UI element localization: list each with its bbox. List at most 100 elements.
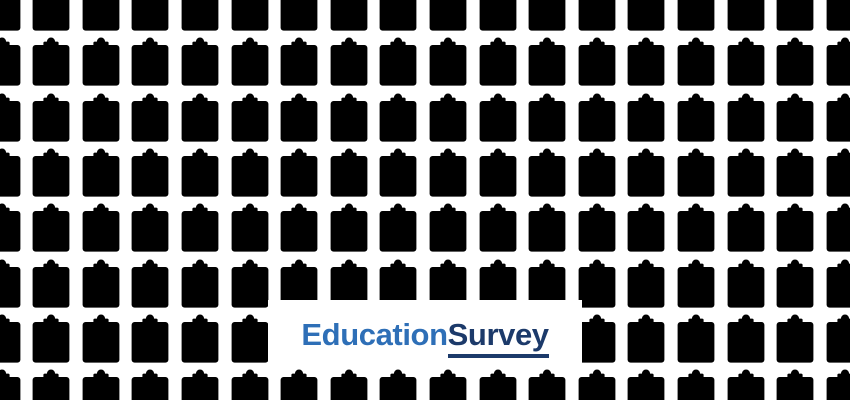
clipboard-icon bbox=[626, 314, 666, 364]
clipboard-icon bbox=[180, 37, 220, 87]
clipboard-icon bbox=[478, 93, 518, 143]
clipboard-icon bbox=[478, 369, 518, 400]
clipboard-icon bbox=[81, 203, 121, 253]
clipboard-icon bbox=[180, 0, 220, 32]
clipboard-icon bbox=[726, 369, 766, 400]
clipboard-icon bbox=[527, 93, 567, 143]
clipboard-icon bbox=[230, 37, 270, 87]
clipboard-icon bbox=[676, 93, 716, 143]
clipboard-icon bbox=[676, 259, 716, 309]
clipboard-icon bbox=[130, 314, 170, 364]
clipboard-icon bbox=[726, 314, 766, 364]
clipboard-icon bbox=[0, 93, 22, 143]
clipboard-icon bbox=[527, 0, 567, 32]
clipboard-icon bbox=[626, 0, 666, 32]
clipboard-icon bbox=[31, 148, 71, 198]
clipboard-icon bbox=[329, 203, 369, 253]
clipboard-icon bbox=[825, 148, 850, 198]
clipboard-icon bbox=[279, 369, 319, 400]
clipboard-icon bbox=[428, 93, 468, 143]
clipboard-icon bbox=[31, 369, 71, 400]
clipboard-icon bbox=[527, 37, 567, 87]
clipboard-icon bbox=[775, 0, 815, 32]
clipboard-icon bbox=[577, 314, 617, 364]
clipboard-icon bbox=[726, 203, 766, 253]
clipboard-icon bbox=[676, 369, 716, 400]
clipboard-icon bbox=[775, 148, 815, 198]
clipboard-icon bbox=[428, 37, 468, 87]
clipboard-icon bbox=[577, 148, 617, 198]
clipboard-icon bbox=[378, 0, 418, 32]
clipboard-icon bbox=[81, 369, 121, 400]
clipboard-icon bbox=[676, 148, 716, 198]
clipboard-icon bbox=[130, 37, 170, 87]
logo-educationsurvey: EducationSurvey bbox=[301, 317, 549, 358]
clipboard-icon bbox=[825, 0, 850, 32]
clipboard-icon bbox=[676, 0, 716, 32]
clipboard-icon bbox=[726, 37, 766, 87]
clipboard-icon bbox=[81, 93, 121, 143]
clipboard-icon bbox=[329, 37, 369, 87]
clipboard-icon bbox=[676, 37, 716, 87]
clipboard-icon bbox=[329, 93, 369, 143]
clipboard-icon bbox=[279, 93, 319, 143]
clipboard-icon bbox=[180, 93, 220, 143]
clipboard-icon bbox=[577, 93, 617, 143]
clipboard-icon bbox=[230, 148, 270, 198]
clipboard-icon bbox=[180, 259, 220, 309]
clipboard-icon bbox=[577, 259, 617, 309]
clipboard-icon bbox=[478, 148, 518, 198]
clipboard-icon bbox=[378, 37, 418, 87]
clipboard-icon bbox=[130, 93, 170, 143]
clipboard-icon bbox=[0, 369, 22, 400]
clipboard-icon bbox=[726, 148, 766, 198]
clipboard-icon bbox=[726, 259, 766, 309]
clipboard-icon bbox=[626, 93, 666, 143]
clipboard-icon bbox=[180, 369, 220, 400]
clipboard-icon bbox=[577, 37, 617, 87]
clipboard-icon bbox=[0, 148, 22, 198]
clipboard-icon bbox=[31, 203, 71, 253]
clipboard-icon bbox=[180, 148, 220, 198]
clipboard-icon bbox=[230, 0, 270, 32]
clipboard-icon bbox=[230, 259, 270, 309]
clipboard-icon bbox=[825, 203, 850, 253]
clipboard-icon bbox=[825, 93, 850, 143]
clipboard-icon bbox=[81, 259, 121, 309]
clipboard-icon bbox=[478, 0, 518, 32]
clipboard-icon bbox=[0, 203, 22, 253]
clipboard-icon bbox=[626, 369, 666, 400]
clipboard-icon bbox=[81, 0, 121, 32]
clipboard-icon bbox=[230, 93, 270, 143]
clipboard-icon bbox=[428, 369, 468, 400]
clipboard-icon bbox=[775, 314, 815, 364]
clipboard-icon bbox=[577, 203, 617, 253]
clipboard-icon bbox=[130, 369, 170, 400]
clipboard-icon bbox=[81, 148, 121, 198]
clipboard-icon bbox=[378, 93, 418, 143]
clipboard-icon bbox=[676, 203, 716, 253]
clipboard-icon bbox=[527, 148, 567, 198]
clipboard-icon bbox=[180, 203, 220, 253]
clipboard-icon bbox=[81, 314, 121, 364]
clipboard-icon bbox=[180, 314, 220, 364]
clipboard-icon bbox=[329, 369, 369, 400]
clipboard-icon bbox=[626, 203, 666, 253]
clipboard-icon bbox=[775, 93, 815, 143]
logo-panel: EducationSurvey bbox=[268, 300, 582, 367]
logo-survey-text: Survey bbox=[447, 317, 549, 358]
clipboard-icon bbox=[726, 0, 766, 32]
clipboard-icon bbox=[31, 0, 71, 32]
clipboard-icon bbox=[825, 314, 850, 364]
clipboard-icon bbox=[230, 369, 270, 400]
clipboard-icon bbox=[279, 203, 319, 253]
clipboard-icon bbox=[378, 148, 418, 198]
clipboard-icon bbox=[130, 148, 170, 198]
clipboard-icon bbox=[577, 0, 617, 32]
clipboard-icon bbox=[825, 259, 850, 309]
logo-education-text: Education bbox=[301, 317, 448, 352]
clipboard-icon bbox=[130, 0, 170, 32]
clipboard-icon bbox=[775, 203, 815, 253]
clipboard-icon bbox=[130, 203, 170, 253]
